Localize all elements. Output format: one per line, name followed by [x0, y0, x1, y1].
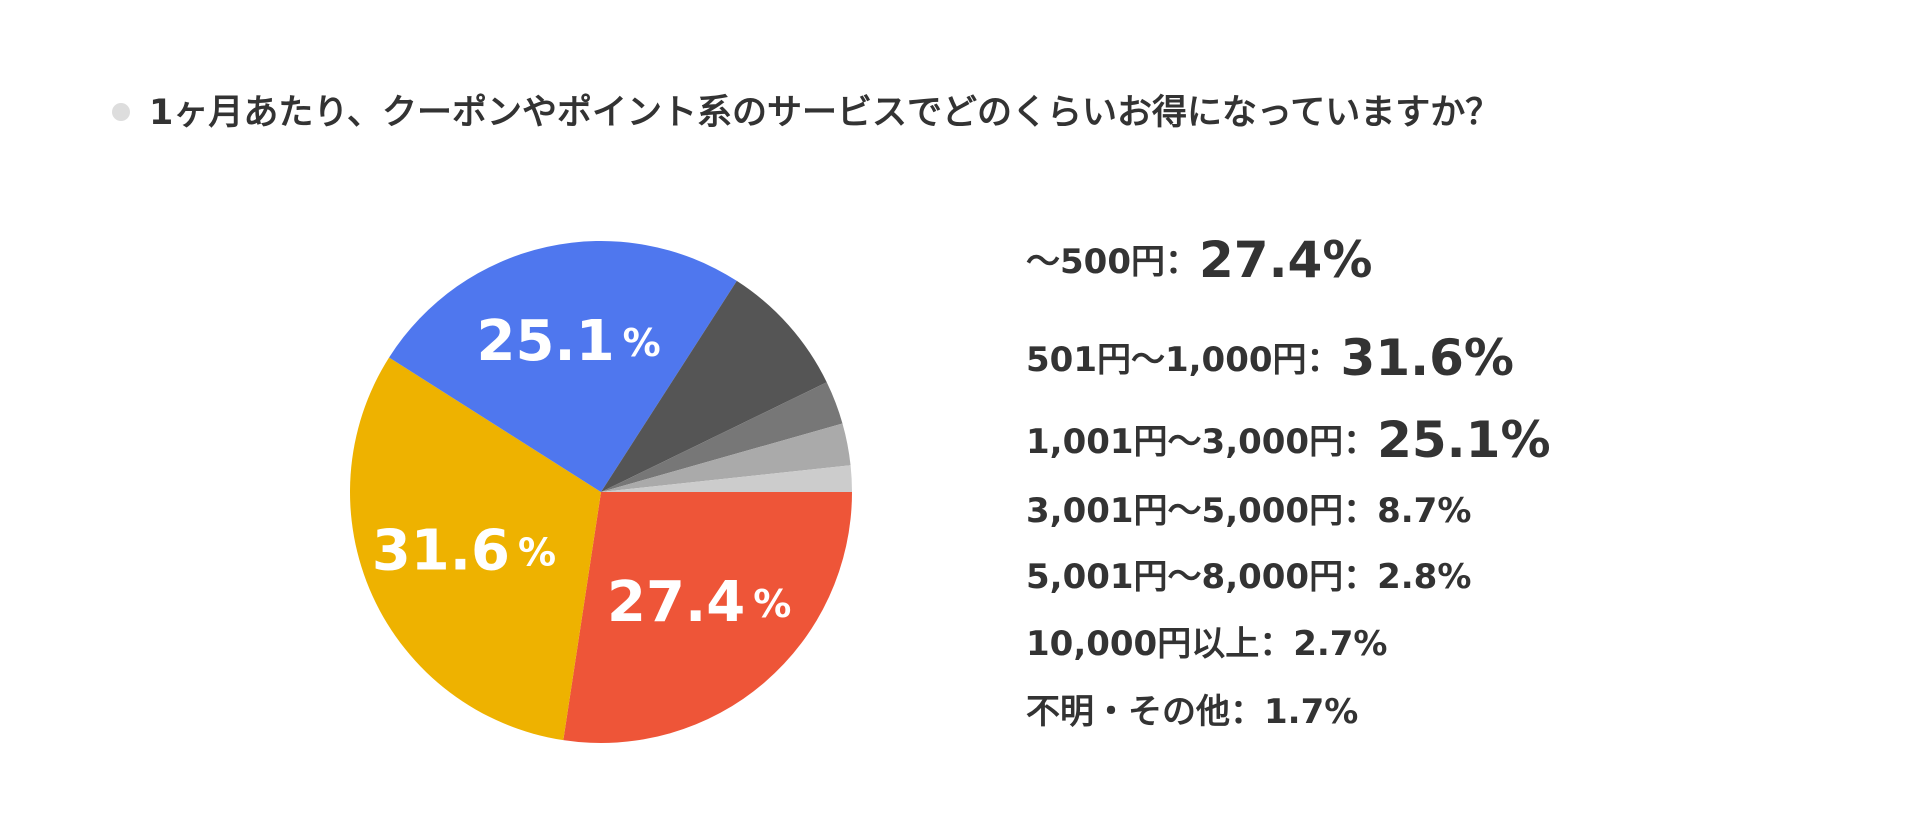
pie-slice — [350, 357, 601, 741]
legend-entry: 5,001円〜8,000円：2.8% — [1026, 557, 1471, 597]
legend-label: 10,000円以上 — [1026, 624, 1259, 664]
legend-value: 25.1% — [1377, 411, 1550, 469]
legend-entry: 3,001円〜5,000円：8.7% — [1026, 491, 1471, 531]
pie-value-label: 27.4% — [607, 570, 791, 635]
legend-entry: 10,000円以上：2.7% — [1026, 624, 1388, 664]
pie-slice — [601, 465, 852, 492]
legend-entry: 1,001円〜3,000円：25.1% — [1026, 411, 1551, 469]
legend-value: 1.7% — [1264, 692, 1358, 732]
chart-title: 1ヶ月あたり、クーポンやポイント系のサービスでどのくらいお得になっていますか？ — [149, 92, 1500, 133]
legend-label: 不明・その他 — [1026, 692, 1230, 732]
legend-label: 1,001円〜3,000円 — [1026, 422, 1343, 462]
legend-separator: ： — [1307, 340, 1341, 380]
pie-slice — [601, 280, 827, 492]
pie-value-label: 31.6% — [372, 519, 556, 584]
legend-label: 501円〜1,000円 — [1026, 340, 1307, 380]
legend-separator: ： — [1343, 422, 1377, 462]
legend-label: 3,001円〜5,000円 — [1026, 491, 1343, 531]
legend-entry: 〜500円：27.4% — [1026, 231, 1372, 289]
legend-value: 27.4% — [1199, 231, 1372, 289]
pie-slice — [389, 240, 737, 492]
pie-slice — [601, 423, 851, 492]
legend-value: 31.6% — [1341, 329, 1514, 387]
pie-slice — [601, 382, 843, 492]
legend-label: 5,001円〜8,000円 — [1026, 557, 1343, 597]
legend: 〜500円：27.4%501円〜1,000円：31.6%1,001円〜3,000… — [1026, 231, 1551, 732]
pie: 27.4 % 31.6 % 25.1% — [350, 240, 853, 744]
pie-value-label: 25.1% — [476, 309, 660, 374]
legend-value: 2.8% — [1377, 557, 1471, 597]
legend-value: 2.7% — [1293, 624, 1387, 664]
legend-value: 8.7% — [1377, 491, 1471, 531]
legend-label: 〜500円 — [1026, 242, 1165, 282]
legend-separator: ： — [1230, 692, 1264, 732]
pie-slice — [563, 492, 853, 744]
title-bullet — [112, 103, 130, 121]
legend-entry: 不明・その他：1.7% — [1026, 692, 1358, 732]
legend-separator: ： — [1165, 242, 1199, 282]
legend-separator: ： — [1259, 624, 1293, 664]
legend-separator: ： — [1343, 557, 1377, 597]
legend-entry: 501円〜1,000円：31.6% — [1026, 329, 1514, 387]
legend-separator: ： — [1343, 491, 1377, 531]
